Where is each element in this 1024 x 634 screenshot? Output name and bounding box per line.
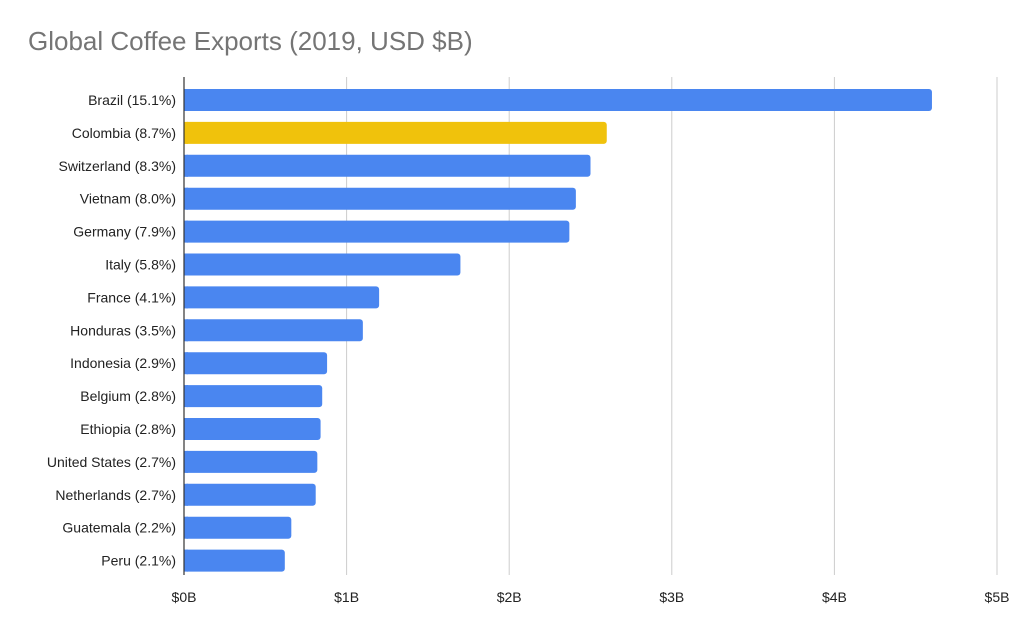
bar xyxy=(184,286,380,309)
x-tick-label: $4B xyxy=(822,589,847,605)
bar xyxy=(184,89,932,111)
bar-base xyxy=(184,549,188,572)
category-label: Germany (7.9%) xyxy=(73,224,176,240)
x-tick-label: $5B xyxy=(985,589,1010,605)
category-label: Switzerland (8.3%) xyxy=(59,158,177,174)
bar-base xyxy=(184,154,188,177)
bar-base xyxy=(184,385,188,408)
bar xyxy=(184,516,292,539)
category-label: Vietnam (8.0%) xyxy=(80,191,176,207)
bar-base xyxy=(184,89,188,111)
category-label: Netherlands (2.7%) xyxy=(55,487,176,503)
bar xyxy=(184,319,363,342)
x-tick-label: $3B xyxy=(659,589,684,605)
bar-base xyxy=(184,516,188,539)
x-tick-label: $0B xyxy=(172,589,197,605)
category-label: Italy (5.8%) xyxy=(105,257,176,273)
category-label: Ethiopia (2.8%) xyxy=(80,421,176,437)
category-label: Brazil (15.1%) xyxy=(88,92,176,108)
x-tick-label: $1B xyxy=(334,589,359,605)
category-label: Honduras (3.5%) xyxy=(70,322,176,338)
chart-title: Global Coffee Exports (2019, USD $B) xyxy=(28,26,473,56)
bar xyxy=(184,121,607,144)
bar-base xyxy=(184,220,188,243)
bar-base xyxy=(184,187,188,210)
bar-base xyxy=(184,121,188,144)
bar xyxy=(184,220,570,243)
bar-base xyxy=(184,286,188,309)
bar-base xyxy=(184,418,188,440)
bar-base xyxy=(184,352,188,375)
category-label: Indonesia (2.9%) xyxy=(70,355,176,371)
bar-base xyxy=(184,253,188,276)
category-label: Guatemala (2.2%) xyxy=(62,520,176,536)
category-label: Peru (2.1%) xyxy=(101,553,176,569)
bar xyxy=(184,352,328,375)
bar xyxy=(184,483,316,506)
bar-base xyxy=(184,319,188,342)
bar xyxy=(184,154,591,177)
bar xyxy=(184,418,321,440)
bar xyxy=(184,549,285,572)
bar xyxy=(184,385,323,408)
category-label: Belgium (2.8%) xyxy=(80,388,176,404)
category-label: United States (2.7%) xyxy=(47,454,176,470)
category-label: Colombia (8.7%) xyxy=(72,125,176,141)
bar xyxy=(184,253,461,276)
category-label: France (4.1%) xyxy=(87,289,176,305)
bar-base xyxy=(184,450,188,473)
bar-base xyxy=(184,483,188,506)
bar xyxy=(184,187,576,210)
bar xyxy=(184,450,318,473)
x-tick-label: $2B xyxy=(497,589,522,605)
